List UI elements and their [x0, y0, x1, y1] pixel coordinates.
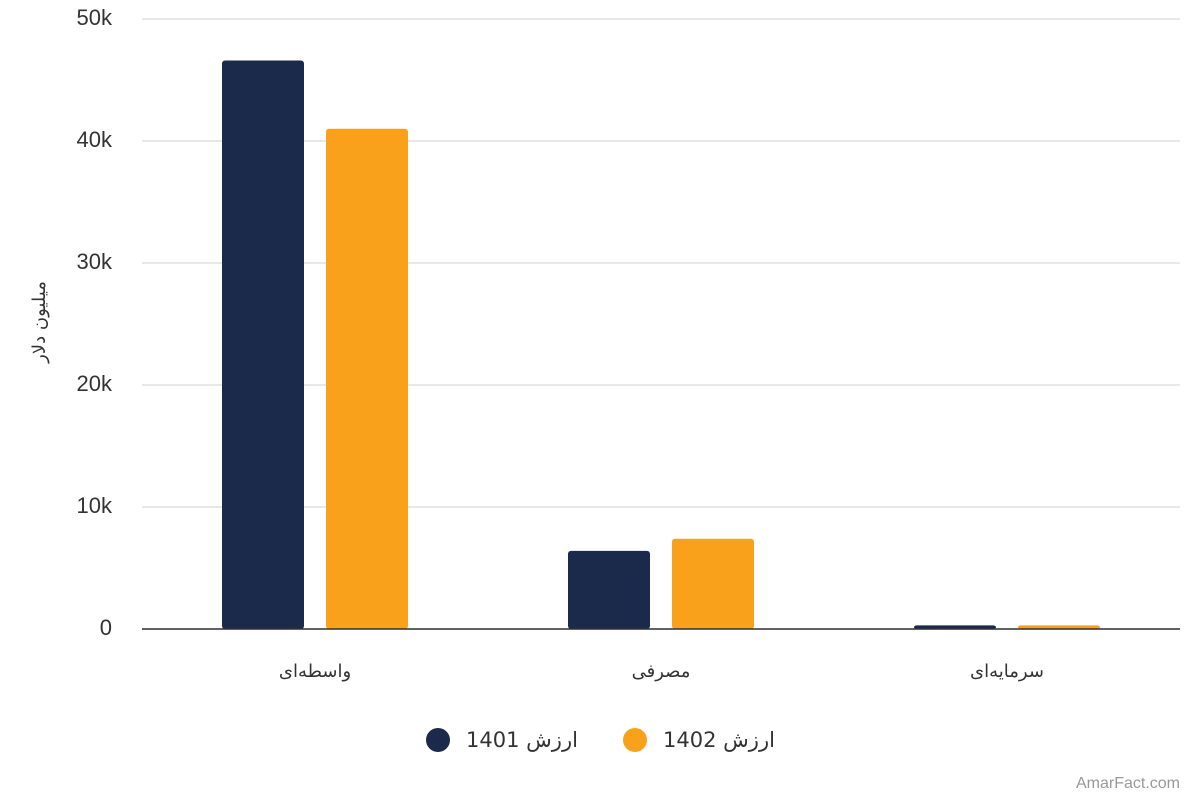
- legend-label: ارزش 1401: [466, 728, 578, 752]
- bar: [326, 128, 408, 630]
- y-tick-label: 10k: [77, 493, 113, 518]
- y-tick-label: 40k: [77, 127, 113, 152]
- bar: [222, 60, 304, 630]
- bar: [568, 550, 650, 629]
- legend-marker[interactable]: [623, 728, 647, 752]
- x-tick-label: مصرفی: [632, 661, 691, 682]
- legend-label: ارزش 1402: [663, 728, 775, 752]
- credit: AmarFact.com: [1076, 775, 1180, 792]
- bar: [672, 538, 754, 629]
- bar: [914, 625, 996, 629]
- x-tick-label: واسطه‌ای: [279, 661, 351, 682]
- y-tick-label: 50k: [77, 5, 113, 30]
- y-tick-label: 0: [100, 615, 112, 640]
- y-axis-title: میلیون دلار: [29, 281, 50, 364]
- legend-marker[interactable]: [426, 728, 450, 752]
- y-tick-label: 20k: [77, 371, 113, 396]
- y-tick-label: 30k: [77, 249, 113, 274]
- x-tick-label: سرمایه‌ای: [970, 661, 1044, 682]
- bar: [1018, 625, 1100, 629]
